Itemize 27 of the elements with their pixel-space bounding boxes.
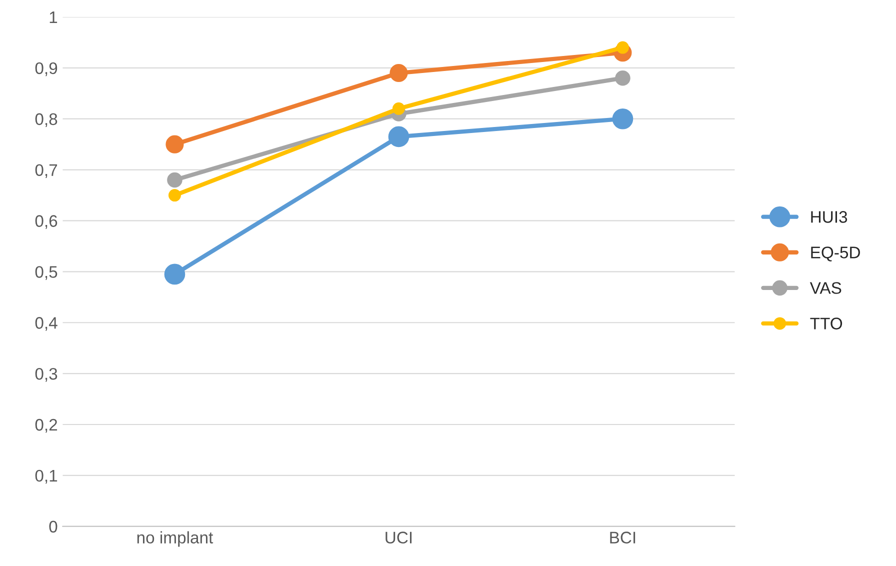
x-tick-label: BCI xyxy=(610,532,636,544)
point xyxy=(392,102,405,115)
point xyxy=(166,135,184,154)
point xyxy=(168,189,181,202)
y-tick-label: 0,5 xyxy=(35,266,58,280)
y-tick-label: 0,7 xyxy=(35,164,58,178)
point xyxy=(390,64,408,82)
x-tick-label: no implant xyxy=(137,531,214,547)
y-tick-label: 0,2 xyxy=(35,418,58,433)
point xyxy=(615,70,630,86)
y-tick-label: 0,3 xyxy=(35,368,58,382)
y-tick-label: 0,6 xyxy=(35,215,58,229)
x-tick-label: UCI xyxy=(386,532,412,544)
y-tick-label: 0,8 xyxy=(35,113,58,128)
point xyxy=(167,172,182,188)
y-tick-label: 0,4 xyxy=(35,317,58,331)
legend-label: HUI3 xyxy=(811,211,848,223)
point xyxy=(388,126,410,148)
legend-label: EQ-5D xyxy=(811,246,860,262)
point xyxy=(612,108,634,130)
y-tick-label: 0,1 xyxy=(35,470,58,484)
point xyxy=(164,264,186,285)
legend-label: VAS xyxy=(810,282,842,294)
y-tick-label: 0 xyxy=(49,520,58,533)
y-tick-label: 1 xyxy=(50,12,58,24)
y-tick-label: 0,9 xyxy=(35,62,58,76)
legend-label: TTO xyxy=(810,318,842,330)
